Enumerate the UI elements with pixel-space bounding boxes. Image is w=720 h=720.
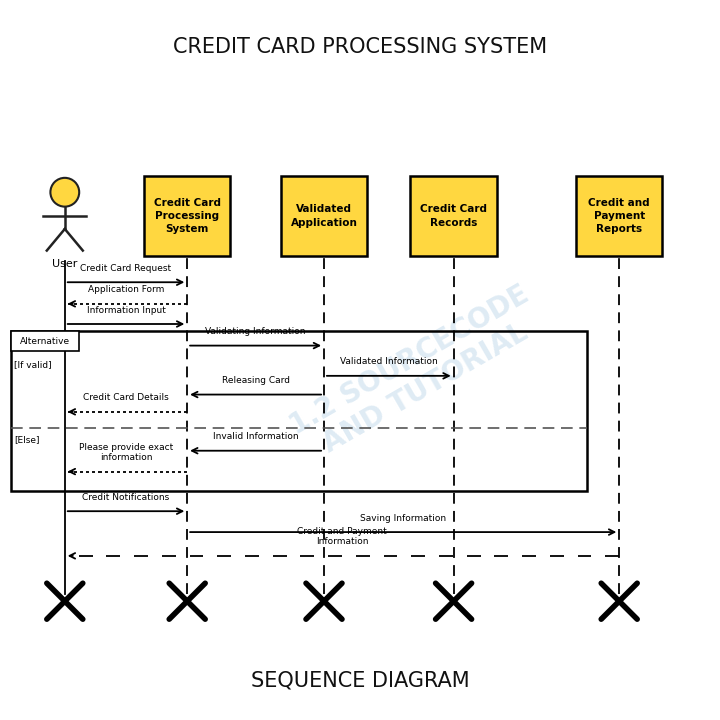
FancyBboxPatch shape bbox=[576, 176, 662, 256]
Text: Information Input: Information Input bbox=[86, 305, 166, 315]
Text: Validated Information: Validated Information bbox=[340, 358, 438, 366]
Text: Credit and
Payment
Reports: Credit and Payment Reports bbox=[588, 198, 650, 234]
Text: SEQUENCE DIAGRAM: SEQUENCE DIAGRAM bbox=[251, 670, 469, 690]
Text: [If valid]: [If valid] bbox=[14, 360, 52, 369]
Text: Validated
Application: Validated Application bbox=[291, 204, 357, 228]
Text: Validating Information: Validating Information bbox=[205, 327, 306, 336]
Text: Saving Information: Saving Information bbox=[360, 514, 446, 523]
FancyBboxPatch shape bbox=[410, 176, 497, 256]
Text: Releasing Card: Releasing Card bbox=[222, 376, 289, 385]
Text: Please provide exact
information: Please provide exact information bbox=[79, 443, 173, 462]
Text: Credit and Payment
Information: Credit and Payment Information bbox=[297, 527, 387, 546]
Text: Invalid Information: Invalid Information bbox=[213, 432, 298, 441]
Text: [Else]: [Else] bbox=[14, 436, 40, 444]
FancyBboxPatch shape bbox=[144, 176, 230, 256]
Text: Alternative: Alternative bbox=[20, 337, 70, 346]
Text: Application Form: Application Form bbox=[88, 285, 164, 294]
Text: Credit Card
Records: Credit Card Records bbox=[420, 204, 487, 228]
Circle shape bbox=[50, 178, 79, 207]
Bar bbox=[11, 331, 79, 351]
Text: Credit Card Details: Credit Card Details bbox=[83, 393, 169, 402]
Text: 1.2 SOURCECODE
AND TUTORIAL: 1.2 SOURCECODE AND TUTORIAL bbox=[285, 280, 550, 469]
Bar bbox=[11, 331, 587, 491]
Text: Credit Card Request: Credit Card Request bbox=[81, 264, 171, 273]
Text: User: User bbox=[52, 259, 78, 269]
Text: CREDIT CARD PROCESSING SYSTEM: CREDIT CARD PROCESSING SYSTEM bbox=[173, 37, 547, 57]
Text: Credit Notifications: Credit Notifications bbox=[82, 492, 170, 502]
Text: Credit Card
Processing
System: Credit Card Processing System bbox=[153, 198, 221, 234]
FancyBboxPatch shape bbox=[281, 176, 367, 256]
